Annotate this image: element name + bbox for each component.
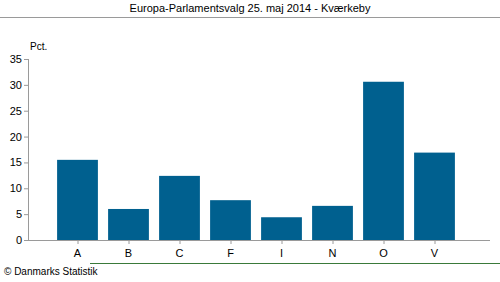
x-tick [333,240,334,244]
x-tick [78,240,79,244]
y-tick-label: 0 [16,234,22,246]
bar [363,82,404,240]
x-tick [384,240,385,244]
y-tick [24,240,28,241]
bar [210,200,251,240]
bar [312,206,353,240]
y-tick [24,137,28,138]
bar [57,160,98,240]
x-tick-label: V [431,247,439,259]
y-tick-label: 5 [16,208,22,220]
x-tick-label: O [379,247,388,259]
x-tick [129,240,130,244]
y-tick-label: 15 [10,156,22,168]
chart-container: Europa-Parlamentsvalg 25. maj 2014 - Kvæ… [0,0,500,282]
x-tick-label: A [74,247,82,259]
y-tick [24,111,28,112]
bar [159,176,200,240]
bar [414,153,455,240]
y-tick-label: 35 [10,53,22,65]
y-tick [24,188,28,189]
y-tick-label: 10 [10,182,22,194]
x-tick-label: C [176,247,184,259]
x-axis [28,240,490,241]
y-tick [24,59,28,60]
bars [57,82,455,240]
x-tick-label: N [329,247,337,259]
y-tick-label: 30 [10,79,22,91]
bar [261,217,302,240]
footer-rule [90,263,500,264]
x-tick [282,240,283,244]
y-tick-label: 25 [10,105,22,117]
bar [108,209,149,240]
title-rule [0,17,500,18]
y-axis [28,59,29,240]
x-tick [435,240,436,244]
y-tick [24,85,28,86]
chart: Europa-Parlamentsvalg 25. maj 2014 - Kvæ… [0,0,500,282]
title: Europa-Parlamentsvalg 25. maj 2014 - Kvæ… [130,2,371,14]
y-axis-label: Pct. [30,41,47,52]
y-tick [24,162,28,163]
y-tick [24,214,28,215]
y-tick-label: 20 [10,131,22,143]
x-tick [180,240,181,244]
x-tick-label: B [125,247,132,259]
x-tick-label: F [227,247,234,259]
source: © Danmarks Statistik [4,266,99,277]
x-tick-label: I [280,247,283,259]
x-tick [231,240,232,244]
